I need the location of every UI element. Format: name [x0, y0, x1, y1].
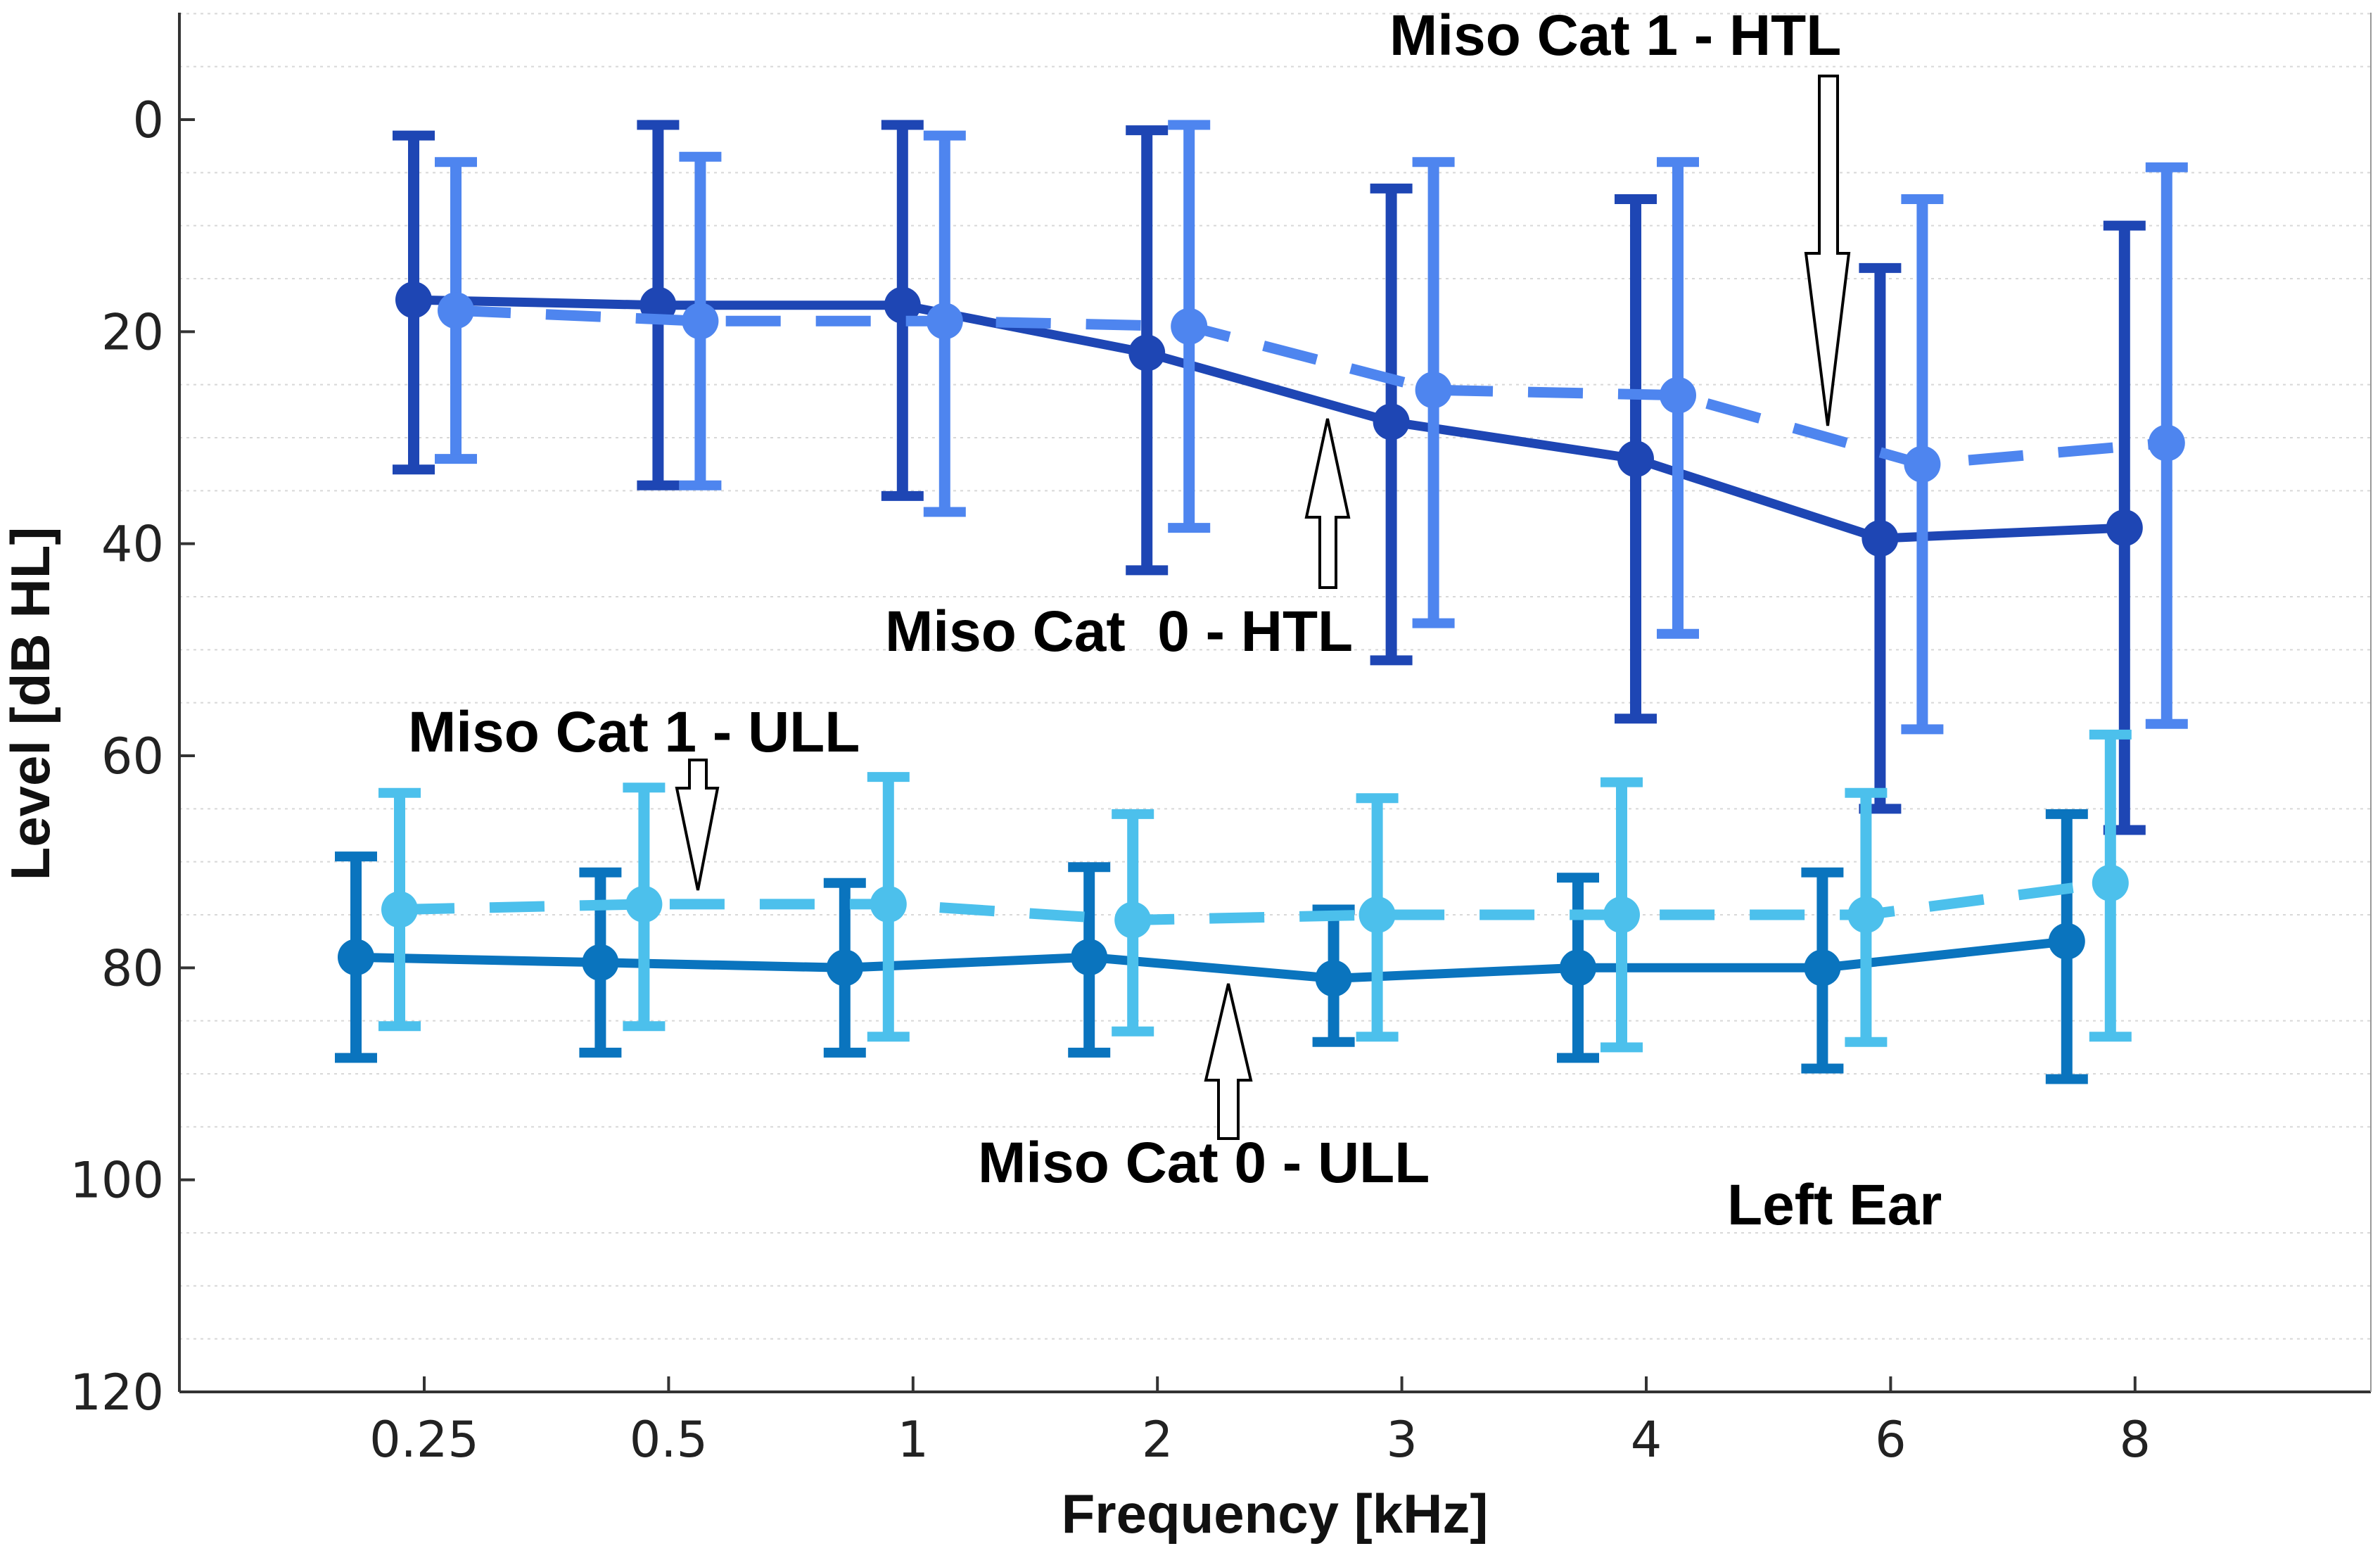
x-tick-label: 3 [1386, 1411, 1418, 1469]
data-point [1128, 334, 1166, 372]
x-axis-title: Frequency [kHz] [1062, 1483, 1489, 1545]
data-point [1617, 441, 1654, 478]
y-tick-label: 0 [132, 91, 164, 149]
data-point [926, 303, 963, 340]
arrow-cat0-htl [1304, 418, 1351, 589]
data-point [2148, 424, 2185, 462]
x-tick-label: 8 [2120, 1411, 2151, 1469]
data-point [826, 949, 863, 987]
x-tick-label: 6 [1875, 1411, 1907, 1469]
data-point [1358, 896, 1396, 933]
x-ticks: 0.25 0.5 1 2 3 4 6 8 [369, 1376, 2151, 1469]
arrow-cat0-ull [1204, 983, 1253, 1140]
data-point [338, 939, 374, 976]
data-point [1415, 372, 1452, 409]
data-point [1071, 939, 1108, 976]
x-tick-label: 4 [1631, 1411, 1662, 1469]
series-line [413, 295, 2125, 543]
y-tick-label: 120 [70, 1364, 164, 1421]
data-point [1114, 901, 1152, 939]
y-tick-label: 80 [101, 939, 164, 997]
data-point [682, 303, 719, 340]
series-miso-cat-0-ull [335, 809, 2088, 1084]
annotation-cat0-htl: Miso Cat 0 - HTL [885, 600, 1353, 664]
data-point [438, 292, 474, 329]
series-layer [335, 120, 2188, 1084]
annotation-cat1-htl: Miso Cat 1 - HTL [1389, 4, 1841, 68]
series-miso-cat-1-ull [378, 729, 2132, 1053]
data-point [582, 944, 619, 981]
data-point [1373, 403, 1410, 441]
annotation-cat1-ull: Miso Cat 1 - ULL [408, 700, 860, 764]
data-point [1603, 896, 1640, 933]
series-miso-cat-1-htl [435, 120, 2188, 735]
x-tick-label: 1 [898, 1411, 929, 1469]
y-tick-label: 100 [70, 1152, 164, 1210]
annotation-cat0-ull: Miso Cat 0 - ULL [978, 1131, 1430, 1195]
data-point [2106, 509, 2143, 547]
y-tick-label: 60 [101, 728, 164, 785]
data-point [381, 891, 418, 928]
data-point [1660, 376, 1696, 414]
y-axis-title: Level [dB HL] [0, 527, 61, 881]
data-point [1171, 308, 1208, 345]
annotation-arrows [675, 75, 1851, 1140]
y-tick-label: 20 [101, 303, 164, 361]
arrow-cat1-htl [1804, 75, 1851, 426]
data-point [1560, 949, 1596, 987]
y-tick-label: 40 [101, 516, 164, 574]
data-point [2048, 923, 2085, 960]
series-line [399, 877, 2111, 925]
data-point [1862, 520, 1899, 557]
data-point [870, 885, 907, 923]
data-point [395, 281, 432, 319]
annotation-left-ear: Left Ear [1727, 1173, 1942, 1237]
x-tick-label: 2 [1142, 1411, 1173, 1469]
data-point [1847, 896, 1885, 933]
x-tick-label: 0.5 [630, 1411, 708, 1469]
axes [178, 13, 2372, 1393]
data-point [1315, 960, 1352, 997]
data-point [2092, 864, 2129, 901]
data-point [1804, 949, 1841, 987]
x-tick-label: 0.25 [369, 1411, 479, 1469]
y-ticks: 0 20 40 60 80 100 120 [70, 91, 195, 1421]
data-point [884, 286, 921, 324]
arrow-cat1-ull [675, 759, 720, 891]
data-point [625, 885, 663, 923]
series-line [455, 305, 2168, 470]
data-point [1904, 445, 1941, 483]
